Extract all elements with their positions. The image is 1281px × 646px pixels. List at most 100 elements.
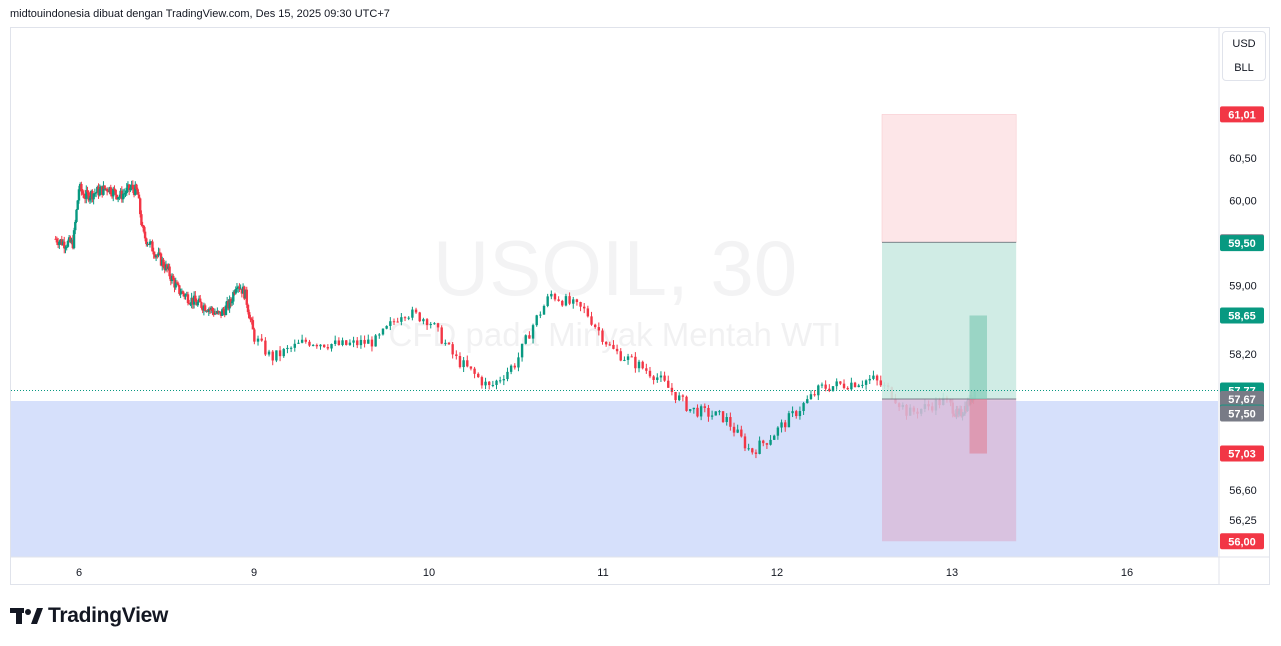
candle-up [205,310,208,312]
watermark-description: CFD pada Minyak Mentah WTI [389,316,842,353]
candle-down [153,254,157,258]
candle-up [293,343,296,348]
candle-up [787,413,791,428]
candle-up [58,241,61,246]
candle-up [791,411,794,414]
price-label-value: 59,50 [1228,238,1256,250]
candle-down [308,341,311,346]
candle-down [82,193,86,198]
candle-up [232,292,235,302]
tradingview-logo[interactable]: TradingView [10,603,168,629]
candle-down [194,295,197,302]
candle-up [780,422,783,428]
candle-down [107,191,110,193]
candle-down [156,255,159,257]
candle-down [175,282,179,284]
time-axis-tick-label: 6 [76,567,82,579]
candle-up [190,297,193,304]
candle-down [561,300,564,306]
candle-up [116,197,120,200]
price-label-badge [1220,533,1264,550]
candle-down [619,351,622,361]
candle-down [528,335,531,339]
candle-down [597,327,601,331]
candle-down [670,387,674,392]
small-position-loss-zone[interactable] [969,399,988,454]
candle-down [233,292,236,294]
candle-down [195,301,198,306]
candle-up [736,429,739,433]
candle-down [113,188,116,190]
candle-down [304,339,307,342]
candle-down [414,309,418,313]
candle-down [114,189,117,195]
candle-up [224,305,228,316]
long-position-loss-zone[interactable] [882,399,1017,542]
candle-up [94,192,98,194]
candle-up [89,191,93,198]
candle-up [572,299,575,304]
candle-down [173,279,176,288]
long-position-profit-zone[interactable] [882,242,1017,399]
demand-zone [11,401,1218,557]
currency-selector[interactable]: USD BLL [1222,31,1266,81]
candle-down [473,368,476,374]
small-position-profit-zone[interactable] [969,315,988,399]
candle-up [67,237,71,242]
candle-down [685,396,688,411]
candle-up [535,315,538,326]
candle-down [103,185,106,190]
candle-up [192,295,196,305]
candle-up [170,275,174,282]
candle-up [341,340,344,345]
candle-up [221,309,224,316]
candle-up [348,342,352,345]
candle-up [230,301,234,304]
price-axis-tick-label: 60,00 [1229,195,1257,207]
candle-up [809,394,813,400]
candle-up [531,325,535,339]
candle-down [466,360,469,367]
candle-down [436,323,440,328]
candle-down [721,411,725,423]
candle-up [75,209,78,222]
price-label-value: 57,50 [1228,408,1256,420]
candle-down [138,198,142,215]
candle-down [480,377,484,386]
candle-up [692,407,696,410]
price-label-badge [1220,445,1264,462]
candle-up [77,189,81,201]
candle-up [267,351,271,355]
candle-down [142,225,146,232]
candle-down [136,189,139,195]
price-label-badge [1220,405,1264,422]
candle-up [334,340,337,344]
candle-up [85,190,88,199]
candle-down [201,307,204,311]
price-label-value: 57,03 [1228,449,1256,461]
candle-up [78,183,82,190]
candle-up [239,288,242,290]
candle-up [154,255,158,258]
candle-down [271,351,274,361]
candle-up [769,439,772,445]
candle-up [148,241,152,245]
candle-up [207,309,210,312]
candle-up [66,241,70,247]
candle-down [214,312,218,314]
risk-extension-band[interactable] [881,114,1017,243]
chart-frame [10,27,1270,585]
candle-up [861,384,864,386]
candle-down [363,339,366,344]
candle-down [615,348,619,352]
candle-up [210,307,213,310]
candle-down [557,299,560,301]
candle-up [389,321,392,326]
candle-up [282,349,285,357]
candle-up [244,289,247,299]
candle-up [93,193,97,195]
candle-down [152,251,155,255]
candle-up [758,440,761,454]
candle-down [846,387,849,390]
